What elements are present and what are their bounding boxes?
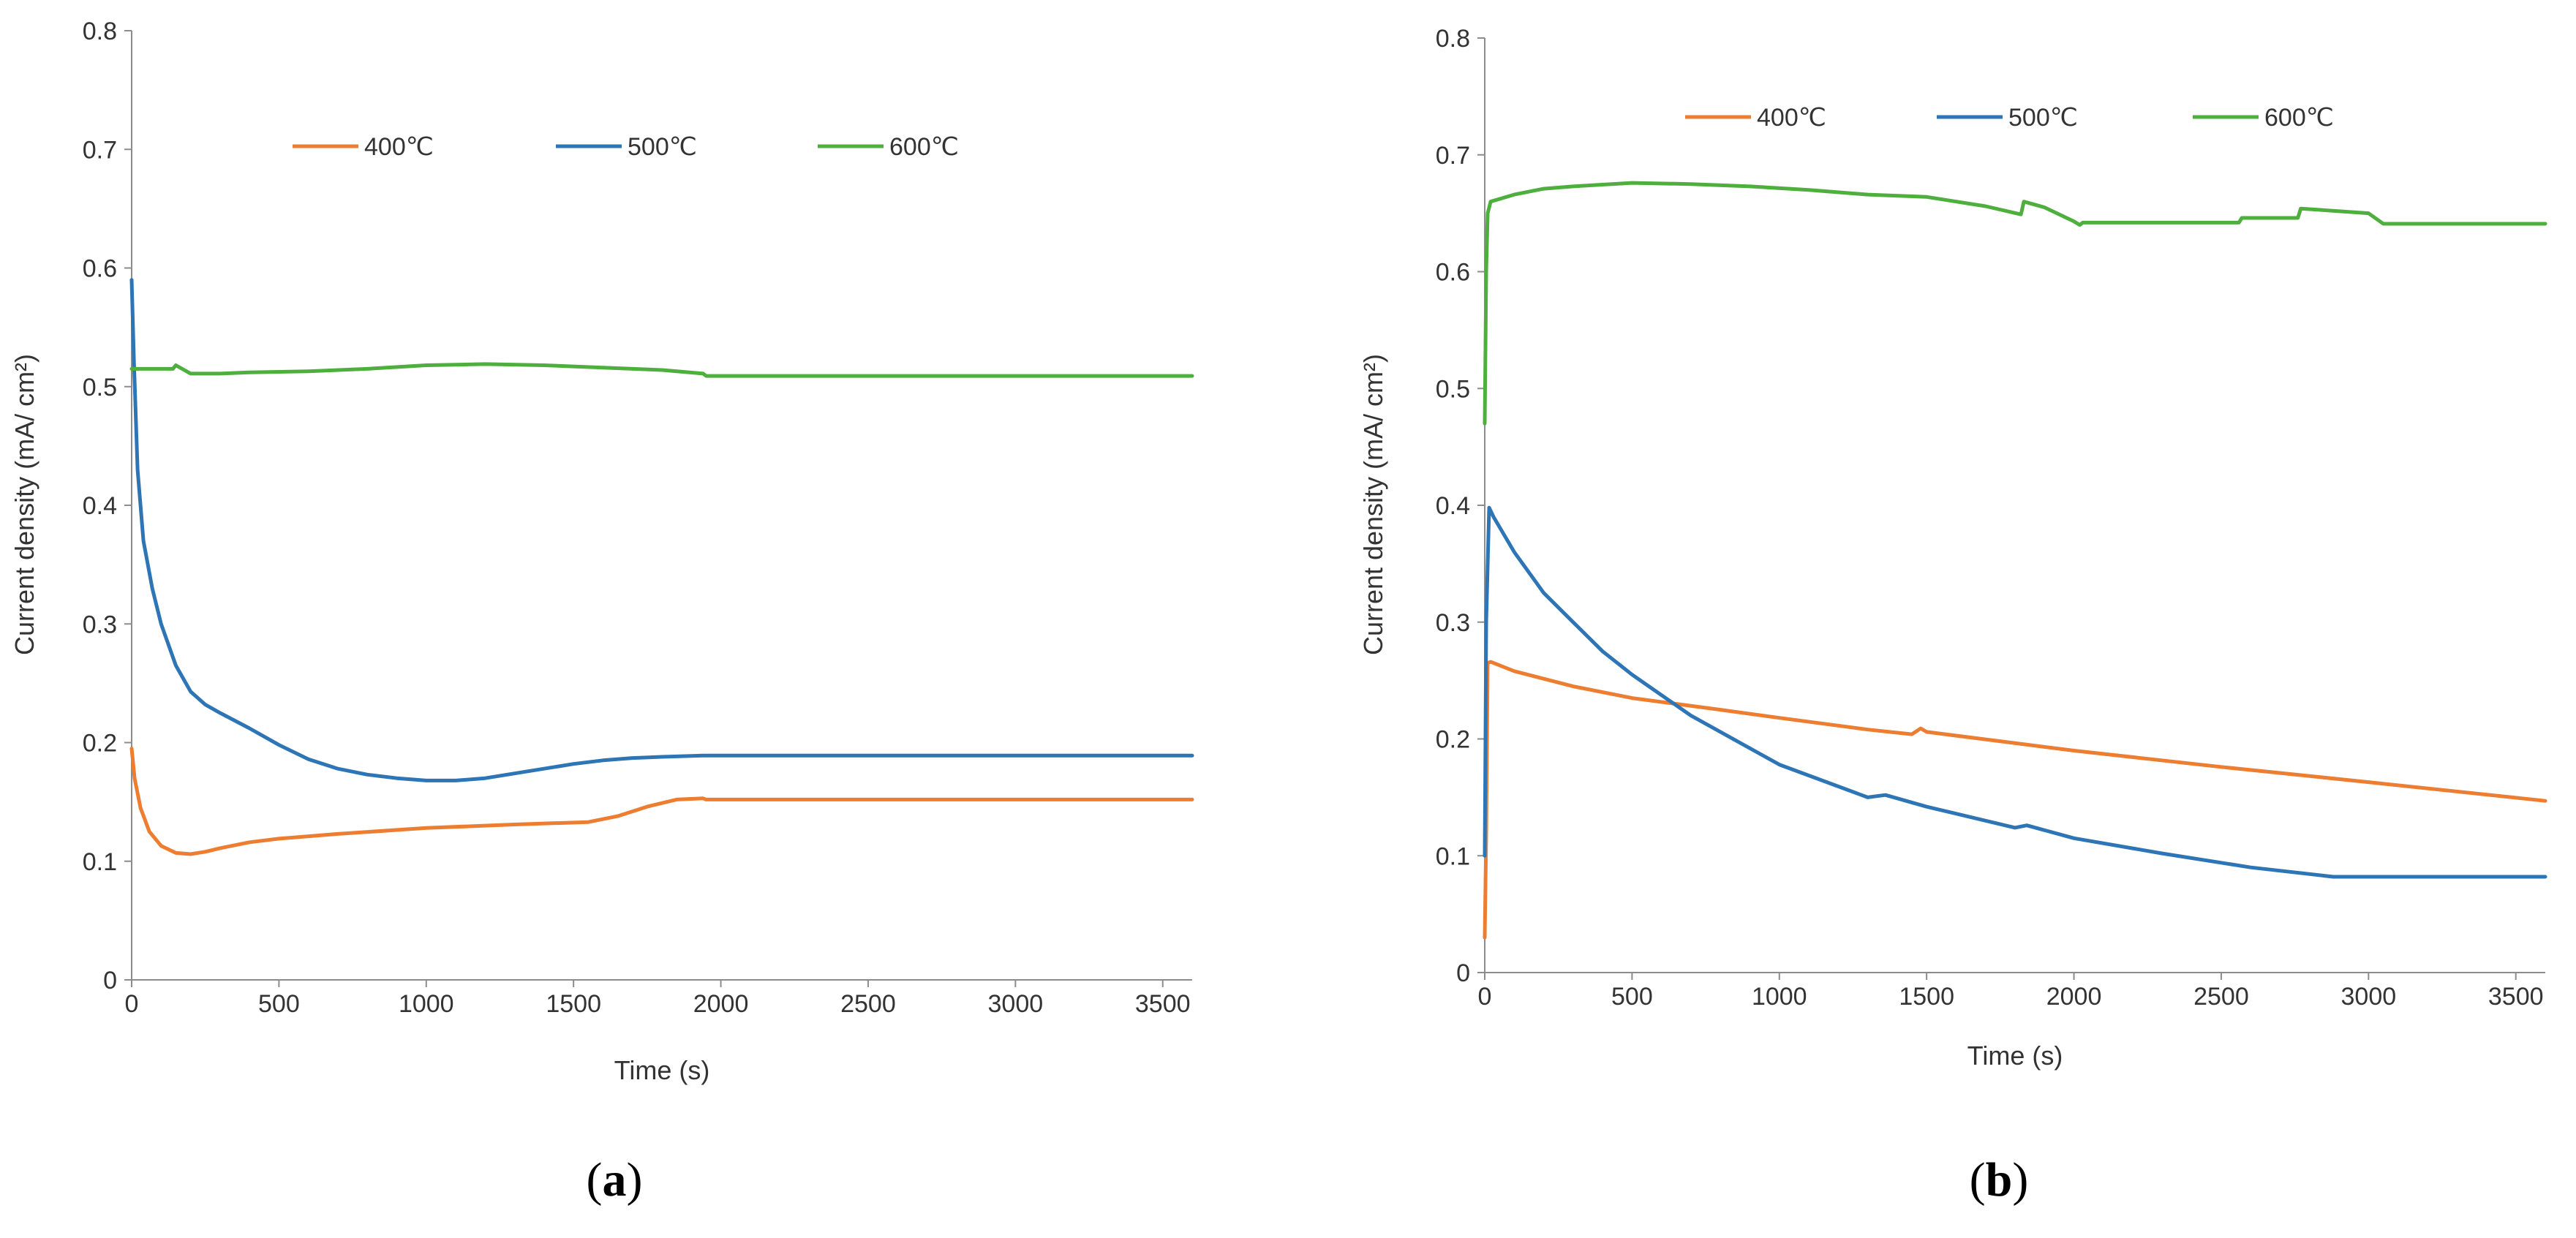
y-tick-label: 0.3	[83, 611, 117, 638]
series-line	[1483, 181, 2547, 426]
y-tick-label: 0.5	[1436, 375, 1470, 403]
x-tick-label: 1000	[399, 990, 454, 1018]
x-tick-label: 1500	[1899, 983, 1954, 1011]
x-axis-title: Time (s)	[614, 1055, 710, 1085]
x-tick-label: 500	[258, 990, 300, 1018]
y-tick-label: 0.8	[1436, 25, 1470, 53]
legend-label: 500℃	[628, 133, 697, 161]
x-tick-label: 2000	[693, 990, 749, 1018]
series-line	[1483, 660, 2547, 940]
y-tick-label: 0	[103, 967, 117, 994]
legend-label: 600℃	[2264, 104, 2334, 132]
y-axis-title: Current density (mA/ cm²)	[1358, 354, 1388, 655]
x-tick-label: 3500	[2488, 983, 2544, 1011]
x-tick-label: 2500	[840, 990, 896, 1018]
y-tick-label: 0.4	[1436, 492, 1470, 520]
x-tick-label: 3000	[2341, 983, 2397, 1011]
y-tick-label: 0.5	[83, 374, 117, 401]
y-tick-label: 0.1	[1436, 842, 1470, 870]
legend-label: 600℃	[889, 133, 959, 161]
panel-label-a: (a)	[587, 1153, 643, 1207]
legend-label: 400℃	[1757, 104, 1826, 132]
legend-label: 400℃	[364, 133, 434, 161]
legend-label: 500℃	[2008, 104, 2078, 132]
y-tick-label: 0.2	[1436, 726, 1470, 754]
y-tick-label: 0	[1456, 959, 1470, 987]
y-tick-label: 0.6	[1436, 259, 1470, 287]
series-line	[129, 747, 1194, 856]
x-tick-label: 3500	[1135, 990, 1191, 1018]
y-axis-title: Current density (mA/ cm²)	[10, 354, 39, 655]
x-tick-label: 1500	[546, 990, 601, 1018]
y-tick-label: 0.7	[83, 136, 117, 164]
x-tick-label: 2000	[2046, 983, 2102, 1011]
y-tick-label: 0.7	[1436, 142, 1470, 170]
panel-label-b: (b)	[1970, 1153, 2029, 1207]
x-axis-title: Time (s)	[1967, 1041, 2063, 1071]
x-tick-label: 500	[1611, 983, 1653, 1011]
chart-panel-b: 0 0.1 0.2 0.3 0.4 0.5 0.6 0.7 0.8 0 500 1000 1500 200…	[1358, 25, 2547, 1071]
x-tick-label: 0	[125, 990, 139, 1018]
series-line	[129, 362, 1194, 378]
x-tick-label: 3000	[988, 990, 1044, 1018]
y-tick-label: 0.3	[1436, 609, 1470, 637]
x-tick-label: 2500	[2193, 983, 2249, 1011]
y-tick-label: 0.8	[83, 18, 117, 45]
series-line	[129, 278, 1194, 782]
chart-panel-a: 0 0.1 0.2 0.3 0.4 0.5 0.6 0.7 0.8 0 500 1000 1500 200…	[10, 18, 1194, 1085]
x-tick-label: 1000	[1752, 983, 1807, 1011]
series-line	[1483, 505, 2547, 879]
y-tick-label: 0.6	[83, 255, 117, 283]
y-tick-label: 0.4	[83, 492, 117, 520]
y-tick-label: 0.2	[83, 730, 117, 758]
y-tick-label: 0.1	[83, 848, 117, 876]
x-tick-label: 0	[1478, 983, 1492, 1011]
